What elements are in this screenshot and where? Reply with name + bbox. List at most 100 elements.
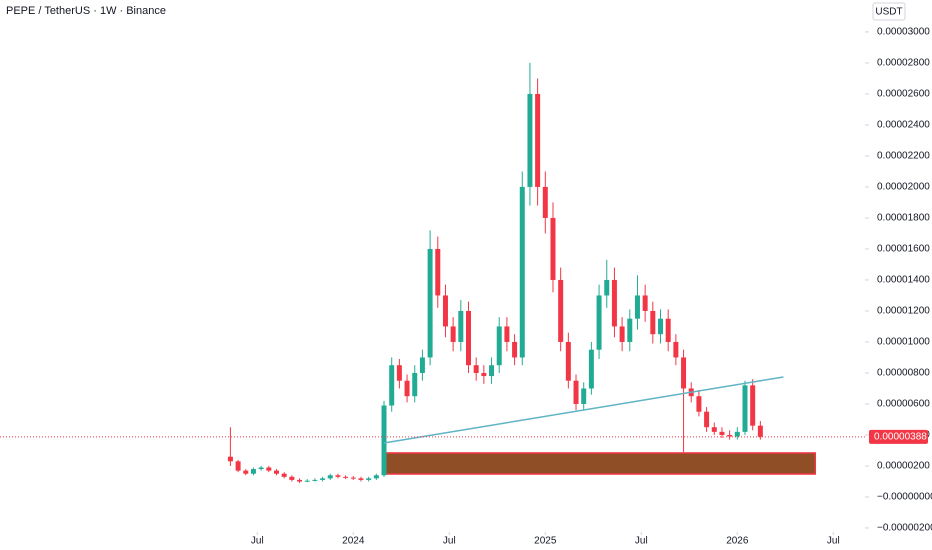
candle-body [473, 365, 479, 373]
candle-body [320, 478, 326, 480]
x-tick-label: 2025 [534, 536, 557, 547]
candle-body [681, 357, 687, 389]
candle-body [588, 349, 594, 389]
candle-body [742, 385, 748, 432]
last-price-label: 0.00000388 [874, 431, 927, 442]
candle-body [404, 380, 410, 397]
candle-body [604, 279, 610, 296]
candle-body [243, 470, 249, 474]
candle-body [757, 425, 763, 437]
candle-body [734, 431, 740, 437]
candle-body [389, 365, 395, 406]
candle-body [619, 326, 625, 342]
y-tick-label: 0.00002000 [877, 182, 930, 193]
y-tick-label: −0.00000200 [877, 523, 932, 534]
y-tick-label: 0.00000800 [877, 368, 930, 379]
candle-body [450, 326, 456, 342]
candle-body [381, 405, 387, 476]
trendline [383, 376, 784, 444]
y-tick-label: 0.00001800 [877, 213, 930, 224]
candle-body [427, 248, 433, 358]
candle-body [343, 476, 349, 478]
candle-body [442, 295, 448, 327]
candle-body [435, 248, 441, 296]
candle-body [596, 295, 602, 350]
candle-body [611, 279, 617, 327]
candle-body [312, 479, 318, 481]
candle-body [704, 411, 710, 428]
candle-body [366, 478, 372, 480]
candle-body [235, 461, 241, 471]
candle-body [273, 470, 279, 474]
candle-body [250, 469, 256, 474]
y-tick-label: 0.00002600 [877, 89, 930, 100]
candle-body [258, 467, 264, 470]
candle-body [466, 310, 471, 366]
x-tick-label: Jul [443, 536, 456, 547]
candle-body [727, 434, 733, 437]
y-tick-label: 0.00001200 [877, 306, 930, 317]
candle-body [304, 480, 310, 482]
x-tick-label: 2024 [342, 536, 365, 547]
candle-body [227, 456, 233, 462]
y-tick-label: 0.00002200 [877, 151, 930, 162]
candle-body [489, 365, 495, 377]
candle-body [327, 475, 333, 479]
y-tick-label: 0.00003000 [877, 27, 930, 38]
candle-body [496, 326, 502, 366]
candle-body [519, 186, 525, 358]
candle-body [665, 318, 671, 342]
x-tick-label: Jul [251, 536, 264, 547]
y-tick-label: 0.00001400 [877, 275, 930, 286]
candle-body [358, 478, 364, 480]
x-tick-label: Jul [827, 536, 840, 547]
candle-body [627, 318, 633, 342]
candle-body [535, 93, 541, 187]
currency-label[interactable]: USDT [875, 7, 902, 18]
candle-body [581, 388, 587, 404]
candle-body [719, 431, 725, 435]
candle-body [281, 473, 287, 477]
candle-body [396, 365, 402, 381]
candle-body [573, 380, 579, 404]
candle-body [458, 310, 464, 342]
candle-body [266, 467, 272, 471]
candle-body [658, 318, 664, 335]
candle-body [750, 385, 756, 426]
candle-body [504, 326, 510, 342]
candle-body [673, 341, 679, 358]
candle-body [696, 396, 702, 412]
candle-body [289, 476, 295, 480]
candle-body [412, 372, 418, 397]
y-tick-label: 0.00002800 [877, 58, 930, 69]
y-tick-label: −0.00000000 [877, 492, 932, 503]
chart-title: PEPE / TetherUS · 1W · Binance [6, 5, 166, 17]
candle-body [527, 93, 533, 187]
candle-body [350, 477, 356, 479]
y-tick-label: 0.00001000 [877, 337, 930, 348]
candle-body [542, 186, 548, 218]
x-tick-label: 2026 [726, 536, 749, 547]
candle-body [634, 295, 640, 319]
y-tick-label: 0.00002400 [877, 120, 930, 131]
support-zone [382, 452, 817, 475]
candle-body [512, 341, 518, 358]
candle-body [565, 341, 571, 381]
y-tick-label: 0.00001600 [877, 244, 930, 255]
candle-body [419, 357, 425, 373]
candle-body [711, 427, 717, 432]
candle-body [297, 479, 303, 482]
last-price-box [869, 429, 928, 444]
y-tick-label: 0.00000200 [877, 461, 930, 472]
x-tick-label: Jul [635, 536, 648, 547]
candle-body [558, 279, 564, 342]
candle-body [335, 475, 341, 477]
y-tick-label: 0.00000600 [877, 399, 930, 410]
candle-body [481, 372, 487, 377]
currency-box[interactable] [872, 2, 906, 21]
candle-body [650, 310, 656, 335]
candle-body [550, 217, 556, 280]
candle-body [373, 475, 379, 479]
